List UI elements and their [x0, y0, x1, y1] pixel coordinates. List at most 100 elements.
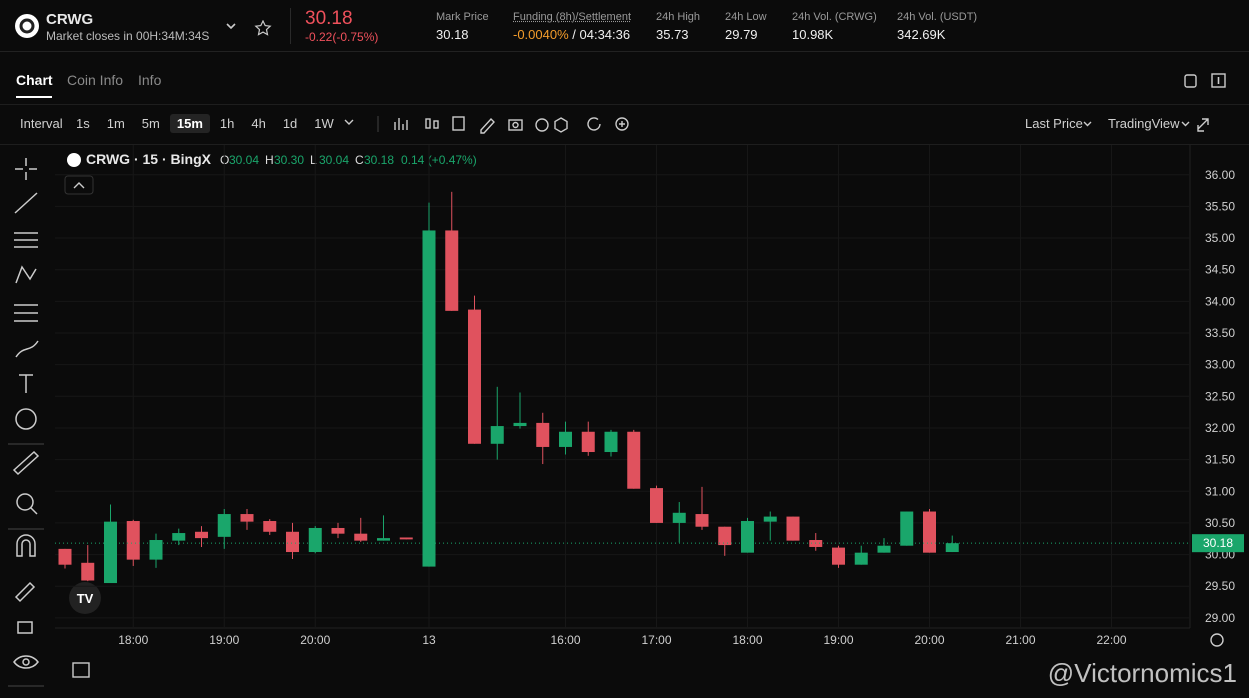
settlement: / 04:34:36 — [572, 27, 631, 42]
candle-body — [604, 431, 618, 453]
stat-label: 24h High — [656, 11, 701, 23]
y-tick-label: 33.50 — [1205, 326, 1235, 340]
coin-logo — [15, 14, 39, 38]
interval[interactable]: 1m — [106, 116, 125, 131]
y-tick-label: 34.00 — [1205, 294, 1235, 308]
interval[interactable]: 1W — [314, 116, 334, 131]
candle-body — [422, 230, 436, 567]
candle-body — [536, 422, 550, 447]
y-tick-label: 35.50 — [1205, 199, 1235, 213]
x-tick-label: 19:00 — [209, 633, 239, 647]
tv-logo-text: TV — [77, 591, 94, 606]
y-tick-label: 31.50 — [1205, 453, 1235, 467]
candle-body — [672, 512, 686, 523]
interval[interactable]: 4h — [251, 116, 266, 131]
interval-list: 1s 1m 5m 15m 1h 4h 1d 1W — [69, 114, 341, 133]
price-label-box — [1192, 534, 1244, 553]
candle-body — [286, 531, 299, 553]
candle-body — [832, 547, 845, 565]
candle-body — [399, 537, 413, 540]
tv-logo — [69, 582, 101, 614]
candle-body — [741, 521, 754, 553]
market-status: Market closes in 00H:34M:34S — [46, 29, 209, 43]
interval[interactable]: 5m — [141, 116, 160, 131]
header-icons[interactable] — [224, 20, 274, 36]
x-tick-label: 18:00 — [118, 633, 148, 647]
stat-label: Mark Price — [436, 11, 489, 23]
candle-body — [217, 514, 231, 537]
candle-body — [490, 426, 504, 444]
stat-label: 24h Vol. (USDT) — [897, 11, 978, 23]
status-text: Market closes in — [46, 29, 133, 43]
price-type[interactable]: Last Price — [1025, 116, 1083, 131]
candle-body — [900, 511, 914, 546]
interval[interactable]: 15m — [169, 114, 210, 133]
y-tick-label: 34.50 — [1205, 263, 1235, 277]
watermark: @Victornomics1 — [1048, 658, 1237, 688]
y-tick-label: 30.50 — [1205, 516, 1235, 530]
y-tick-label: 29.00 — [1205, 611, 1235, 625]
drawing-toolbar[interactable] — [0, 145, 52, 698]
candle-body — [126, 521, 140, 560]
x-tick-label: 20:00 — [300, 633, 330, 647]
symbol[interactable]: CRWG — [46, 11, 94, 28]
candle-body — [354, 533, 368, 541]
y-tick-label: 36.00 — [1205, 168, 1235, 182]
legend-logo — [67, 153, 81, 167]
x-tick-label: 16:00 — [550, 633, 580, 647]
stat-label: Funding (8h)/Settlement — [513, 11, 632, 23]
stat-value: 30.18 — [436, 27, 469, 42]
dropdown-icons[interactable] — [1082, 117, 1212, 133]
candle-body — [786, 516, 800, 541]
candle-body — [149, 540, 163, 560]
chart-engine[interactable]: TradingView — [1108, 116, 1180, 131]
header: CRWG Market closes in 00H:34M:34S 30.18 … — [0, 0, 1249, 52]
interval[interactable]: 1d — [282, 116, 298, 131]
candle-body — [468, 309, 481, 444]
interval[interactable]: 1s — [76, 116, 90, 131]
stat-label: 24h Low — [725, 11, 767, 23]
price-change: -0.22(-0.75%) — [305, 30, 379, 44]
price-label: 30.18 — [1203, 536, 1233, 550]
tab[interactable]: Info — [138, 72, 162, 88]
candle-body — [581, 431, 595, 453]
tab[interactable]: Chart — [16, 72, 53, 88]
candle-body — [172, 533, 186, 541]
collapse-button[interactable] — [64, 175, 94, 195]
candle-body — [240, 514, 254, 522]
divider — [290, 8, 291, 44]
candle-body — [263, 521, 277, 532]
candle-body — [763, 516, 777, 522]
candle-body — [650, 488, 663, 523]
y-tick-label: 31.00 — [1205, 484, 1235, 498]
stat-value: 35.73 — [656, 27, 689, 42]
candle-body — [877, 545, 891, 553]
candle-body — [81, 562, 95, 581]
tool-icons[interactable] — [340, 114, 640, 134]
interval-label: Interval — [20, 116, 63, 131]
chart: CRWG · 15 · BingX O30.04H30.30L30.04C30.… — [55, 145, 1244, 688]
countdown: 00H:34M:34S — [136, 29, 210, 43]
legend-key: C — [355, 153, 364, 167]
candle-body — [923, 511, 936, 553]
legend-change: 0.14 (+0.47%) — [401, 153, 477, 167]
x-tick-label: 22:00 — [1096, 633, 1126, 647]
x-tick-label: 19:00 — [823, 633, 853, 647]
tab[interactable]: Coin Info — [67, 72, 124, 88]
panel-icons[interactable] — [1180, 72, 1230, 90]
x-tick-label: 13 — [422, 633, 436, 647]
candle-body — [513, 422, 527, 427]
settings-icon[interactable] — [1210, 633, 1224, 647]
x-tick-label: 17:00 — [641, 633, 671, 647]
last-price: 30.18 — [305, 8, 353, 29]
legend-key: H — [265, 153, 274, 167]
calendar-icon[interactable] — [72, 662, 90, 678]
interval[interactable]: 1h — [219, 116, 235, 131]
candle-body — [854, 552, 868, 565]
legend-title: CRWG · 15 · BingX — [86, 151, 212, 167]
stat-value: 342.69K — [897, 27, 946, 42]
candle-body — [559, 431, 572, 447]
candle-body — [627, 431, 641, 489]
